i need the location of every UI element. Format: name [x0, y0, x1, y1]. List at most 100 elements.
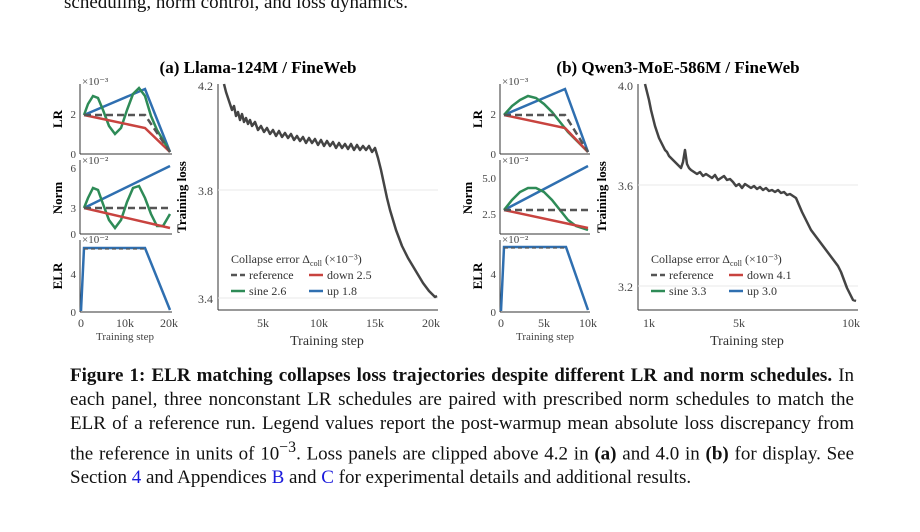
- panel-a-loss-xlabel: Training step: [290, 334, 364, 349]
- panel-a-elr-ytick-4: 4: [71, 269, 77, 281]
- section-link[interactable]: 4: [131, 467, 142, 489]
- panel-b-small-xtick-0: 0: [498, 316, 504, 330]
- caption-text-2: . Loss panels are clipped above 4.2 in: [296, 443, 589, 465]
- panel-a-lr-exp: ×10⁻³: [82, 76, 109, 88]
- panel-a-loss-ytick-3.4: 3.4: [198, 292, 213, 306]
- panel-b-loss-ytick-4.0: 4.0: [618, 79, 633, 93]
- panel-a-loss-xtick-10k: 10k: [310, 316, 328, 330]
- panel-a-norm-ytick-3: 3: [71, 203, 77, 215]
- panel-b-lr-exp: ×10⁻³: [502, 76, 529, 88]
- panel-b-loss-plot: 4.0 3.6 3.2 1k 5k 10k Training step Trai…: [594, 79, 860, 349]
- panel-b-elr-line: [499, 245, 590, 312]
- panel-b-lr-up: [503, 87, 590, 153]
- caption-title: ELR matching collapses loss trajectories…: [151, 365, 833, 386]
- caption-exponent: −3: [279, 439, 297, 456]
- panel-b-loss-xtick-1k: 1k: [643, 316, 655, 330]
- panel-a-loss-xtick-15k: 15k: [366, 316, 384, 330]
- panel-b-elr-ytick-4: 4: [491, 269, 497, 281]
- panel-b-norm-plot: ×10⁻² 5.0 2.5 Norm: [460, 155, 590, 235]
- panel-a-norm-exp: ×10⁻²: [82, 155, 109, 167]
- caption-text-1: In each panel, three nonconstant LR sche…: [70, 365, 855, 465]
- panel-b-lr-ytick-0: 0: [491, 149, 497, 161]
- caption-text-3: for display. See Section: [70, 443, 855, 489]
- caption-and: and 4.0 in: [622, 443, 700, 465]
- figure-caption: Figure 1: ELR matching collapses loss tr…: [70, 364, 854, 490]
- panel-a-elr-ytick-0: 0: [71, 307, 77, 319]
- panel-a-loss-xtick-5k: 5k: [257, 316, 269, 330]
- panel-a-small-xtick-20k: 20k: [160, 316, 178, 330]
- panel-b-lr-reference: [504, 113, 590, 153]
- panel-b-loss-curve: [643, 83, 857, 303]
- panel-a-norm-up: [83, 164, 171, 210]
- panel-a-lr-reference: [84, 113, 172, 153]
- panel-b-norm-ytick-5: 5.0: [482, 173, 496, 185]
- panel-a-elr-plot: ×10⁻² 4 0 ELR 0 10k 20k Training step: [50, 234, 178, 343]
- panel-b-elr-exp: ×10⁻²: [502, 234, 529, 246]
- caption-ref-a: (a): [594, 443, 617, 465]
- panel-b-legend: Collapse error Δcoll (×10⁻³) reference d…: [651, 252, 792, 298]
- caption-label: Figure 1:: [70, 365, 146, 386]
- panel-b-lr-down: [503, 113, 589, 153]
- panel-b-legend-reference: reference: [669, 268, 714, 282]
- panel-b-loss-xlabel: Training step: [710, 334, 784, 349]
- panel-b-title: (b) Qwen3-MoE-586M / FineWeb: [556, 58, 799, 77]
- panel-b-norm-sine: [503, 186, 589, 232]
- panel-b-loss-xtick-10k: 10k: [842, 316, 860, 330]
- panel-b-norm-down: [503, 208, 589, 230]
- panel-b-norm-ylabel: Norm: [460, 182, 475, 215]
- panel-a-norm-ylabel: Norm: [50, 182, 65, 215]
- top-text-fragment: scheduling, norm control, and loss dynam…: [64, 0, 409, 13]
- panel-a-legend: Collapse error Δcoll (×10⁻³) reference d…: [231, 252, 372, 298]
- panel-a-lr-ytick-0: 0: [71, 149, 77, 161]
- panel-a-legend-reference: reference: [249, 268, 294, 282]
- caption-text-4: and Appendices: [146, 467, 267, 489]
- panel-a-lr-ylabel: LR: [50, 109, 65, 128]
- panel-a-legend-sine: sine 2.6: [249, 284, 286, 298]
- panel-a-norm-ytick-6: 6: [71, 163, 77, 175]
- panel-a-legend-up: up 1.8: [327, 284, 357, 298]
- panel-b-lr-ytick-2: 2: [491, 109, 497, 121]
- panel-b-elr-plot: ×10⁻² 4 0 ELR 0 5k 10k Training step: [470, 234, 597, 343]
- panel-a-lr-ytick-2: 2: [71, 109, 77, 121]
- panel-a-loss-curve: [222, 83, 438, 299]
- panel-a-lr-sine: [82, 86, 172, 153]
- appendix-c-link[interactable]: C: [321, 467, 334, 489]
- panel-a-small-xtick-0: 0: [78, 316, 84, 330]
- panel-a-loss-ylabel: Training loss: [174, 161, 189, 233]
- panel-b-lr-ylabel: LR: [470, 109, 485, 128]
- panel-b-small-xtick-5k: 5k: [538, 316, 550, 330]
- panel-a-loss-ytick-4.2: 4.2: [198, 79, 213, 93]
- panel-a-norm-sine: [82, 184, 172, 231]
- caption-ref-b: (b): [705, 443, 729, 465]
- panel-b-elr-ylabel: ELR: [470, 262, 485, 289]
- panel-a-loss-xtick-20k: 20k: [422, 316, 440, 330]
- panel-b-legend-sine: sine 3.3: [669, 284, 706, 298]
- figure-1: (a) Llama-124M / FineWeb (b) Qwen3-MoE-5…: [50, 58, 860, 349]
- panel-b-loss-xtick-5k: 5k: [733, 316, 745, 330]
- panel-a-lr-plot: ×10⁻³ 0 2 LR: [50, 76, 172, 161]
- panel-a-elr-ylabel: ELR: [50, 262, 65, 289]
- appendix-b-link[interactable]: B: [271, 467, 285, 489]
- panel-b-lr-plot: ×10⁻³ 0 2 LR: [470, 76, 590, 161]
- panel-b-legend-title: Collapse error Δcoll (×10⁻³): [651, 252, 782, 268]
- panel-b-elr-ytick-0: 0: [491, 307, 497, 319]
- panel-b-legend-down: down 4.1: [747, 268, 792, 282]
- panel-a-norm-ytick-0: 0: [71, 229, 77, 241]
- panel-b-norm-ytick-2.5: 2.5: [482, 209, 496, 221]
- panel-a-elr-exp: ×10⁻²: [82, 234, 109, 246]
- panel-b-small-xtick-10k: 10k: [579, 316, 597, 330]
- caption-text-5: for experimental details and additional …: [338, 467, 692, 489]
- panel-a-lr-up: [83, 87, 172, 153]
- panel-a-elr-line: [79, 246, 172, 312]
- panel-b-norm-exp: ×10⁻²: [502, 155, 529, 167]
- panel-b-loss-ylabel: Training loss: [594, 161, 609, 233]
- panel-a-loss-plot: 4.2 3.8 3.4 5k 10k 15k 20k Training step…: [174, 79, 440, 349]
- panel-a-norm-down: [83, 206, 171, 230]
- panel-a-legend-title: Collapse error Δcoll (×10⁻³): [231, 252, 362, 268]
- panel-b-small-xlabel: Training step: [516, 331, 574, 343]
- panel-b-legend-up: up 3.0: [747, 284, 777, 298]
- panel-a-norm-plot: ×10⁻² 6 3 0 Norm: [50, 155, 172, 241]
- panel-a-small-xtick-10k: 10k: [116, 316, 134, 330]
- panel-b-norm-up: [503, 164, 589, 212]
- panel-a-lr-down: [83, 113, 171, 153]
